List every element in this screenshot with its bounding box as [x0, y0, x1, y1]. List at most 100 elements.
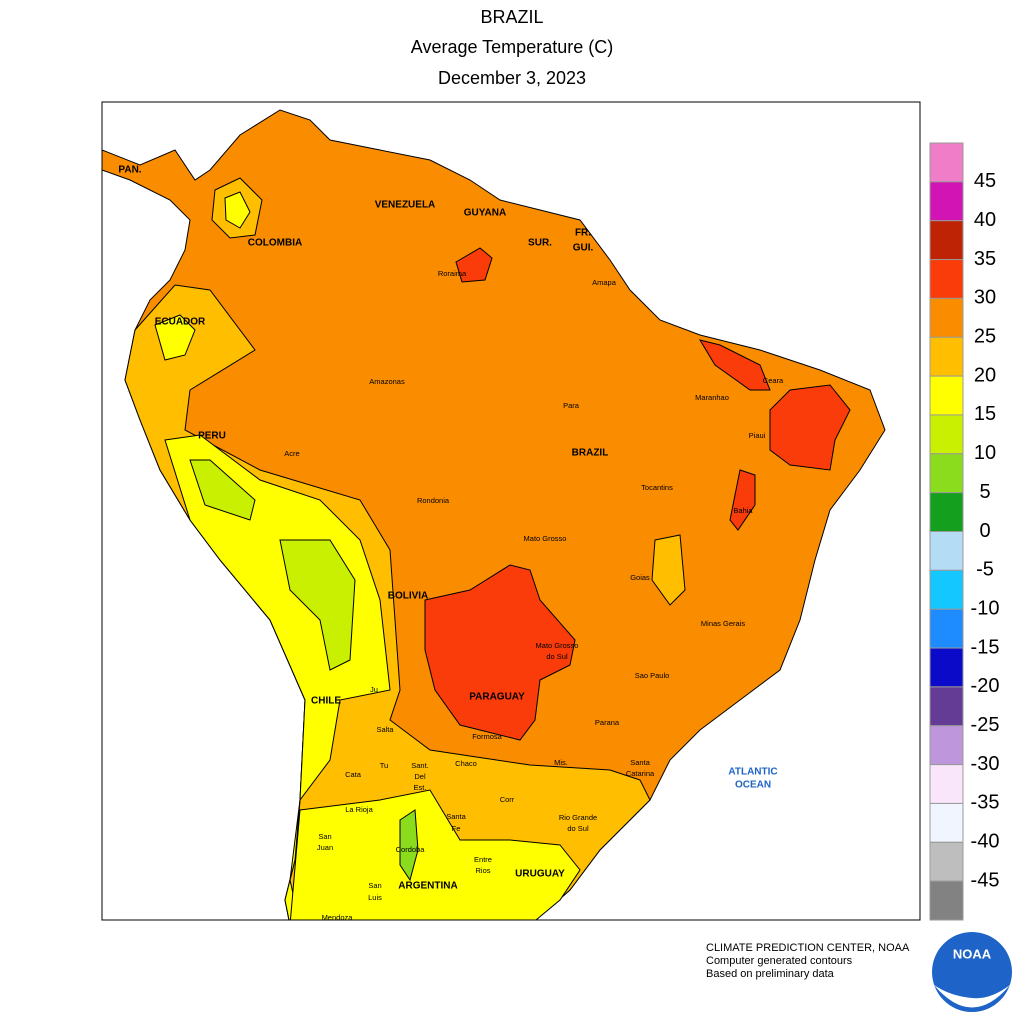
place-label: Ju: [370, 685, 378, 694]
place-label: Fe: [452, 824, 461, 833]
zone-10-15: [189, 459, 256, 521]
place-label: Formosa: [472, 732, 502, 741]
place-label: Rios: [475, 866, 490, 875]
place-label: Catarina: [626, 769, 655, 778]
place-label: CHILE: [311, 696, 341, 707]
place-label: Rondonia: [417, 496, 450, 505]
zone-10-15: [399, 809, 419, 882]
legend-swatch: [929, 608, 964, 649]
place-label: San: [318, 832, 331, 841]
legend-tick-label: 25: [974, 326, 996, 348]
place-label: ARGENTINA: [398, 881, 457, 892]
place-label: Santa: [630, 758, 650, 767]
place-labels: PAN. COLOMBIA VENEZUELA GUYANA SUR. FR. GUI. EC…: [118, 165, 784, 922]
zone-15-20-ecu: [154, 314, 196, 361]
place-label: Del: [414, 772, 426, 781]
legend-tick-label: -30: [971, 753, 1000, 775]
legend-tick-label: -25: [971, 714, 1000, 736]
legend-swatch: [929, 725, 964, 766]
place-label: PERU: [198, 431, 226, 442]
place-label: PARAGUAY: [469, 692, 525, 703]
legend-swatch: [929, 802, 964, 843]
legend-tick-label: 40: [974, 209, 996, 231]
place-label: Cordoba: [396, 845, 426, 854]
legend-tick-label: 0: [979, 520, 990, 542]
legend-tick-label: -35: [971, 792, 1000, 814]
place-label: VENEZUELA: [375, 200, 436, 211]
zone-30-35-ne: [769, 384, 851, 471]
zone-30-35-py: [424, 564, 576, 741]
place-label: La Rioja: [345, 805, 373, 814]
place-label: ECUADOR: [155, 317, 206, 328]
legend-tick-label: 10: [974, 442, 996, 464]
place-label: Est.: [414, 783, 427, 792]
legend-swatch: [929, 259, 964, 299]
place-label: Entre: [474, 855, 492, 864]
legend-tick-label: -5: [976, 559, 994, 581]
logo-wave: [934, 985, 1010, 1008]
place-label: Mis.: [554, 758, 568, 767]
place-label: SUR.: [528, 238, 552, 249]
place-label: GUI.: [573, 243, 594, 254]
legend-swatch: [929, 531, 964, 571]
legend-swatch: [929, 569, 964, 610]
place-label: Tocantins: [641, 483, 673, 492]
subtitle: Average Temperature (C): [411, 37, 613, 57]
place-label: Roraima: [438, 269, 467, 278]
date: December 3, 2023: [438, 68, 586, 88]
place-label: Tu: [380, 761, 388, 770]
place-label: Goias: [630, 573, 650, 582]
legend: 45 40 35 30 25 20 15 10 5 0 -5 -10 -15 -20 -25 -30 -35 -4…: [929, 142, 1000, 921]
legend-swatch: [929, 453, 964, 494]
legend-swatch: [929, 880, 964, 921]
place-label: Parana: [595, 718, 620, 727]
legend-swatch: [929, 297, 964, 338]
place-label: Chaco: [455, 759, 477, 768]
legend-swatch: [929, 181, 964, 222]
zone-10-15: [279, 539, 356, 671]
zone-15-20-col: [224, 191, 251, 229]
legend-swatch: [929, 764, 964, 804]
place-label: Rio Grande: [559, 813, 597, 822]
logo-text: NOAA: [953, 946, 992, 961]
place-label: GUYANA: [464, 208, 506, 219]
map-frame: [101, 101, 921, 921]
place-label: Bahia: [733, 506, 753, 515]
legend-tick-label: -20: [971, 675, 1000, 697]
place-label: Santa: [446, 812, 466, 821]
place-label: San: [368, 881, 381, 890]
zone-30-35-ba: [729, 469, 756, 531]
place-label: Mato Grosso: [536, 641, 579, 650]
legend-swatch: [929, 647, 964, 688]
legend-swatch: [929, 220, 964, 261]
legend-tick-label: 15: [974, 403, 996, 425]
place-label: do Sul: [567, 824, 589, 833]
place-label: Luis: [368, 893, 382, 902]
place-label: BRAZIL: [572, 448, 609, 459]
footer: CLIMATE PREDICTION CENTER, NOAA Computer…: [706, 932, 1012, 1012]
legend-swatch: [929, 414, 964, 455]
place-label: OCEAN: [735, 780, 771, 791]
legend-swatch: [929, 841, 964, 882]
noaa-logo: [932, 932, 1012, 1012]
legend-swatch: [929, 336, 964, 377]
place-label: COLOMBIA: [248, 238, 302, 249]
zone-25-30-uy: [651, 534, 686, 606]
place-label: ATLANTIC: [728, 767, 777, 778]
place-label: Sao Paulo: [635, 671, 670, 680]
footer-line: CLIMATE PREDICTION CENTER, NOAA: [706, 942, 910, 954]
legend-tick-label: -15: [971, 636, 1000, 658]
place-label: Cata: [345, 770, 362, 779]
legend-swatch: [929, 686, 964, 727]
place-label: FR.: [575, 228, 591, 239]
zone-30-35-ma: [698, 339, 771, 391]
place-label: Juan: [317, 843, 333, 852]
legend-swatch: [929, 375, 964, 416]
place-label: Amazonas: [369, 377, 405, 386]
legend-swatch: [929, 142, 964, 183]
legend-tick-label: 30: [974, 287, 996, 309]
place-label: Mato Grosso: [524, 534, 567, 543]
place-label: PAN.: [118, 165, 141, 176]
legend-tick-label: 45: [974, 170, 996, 192]
